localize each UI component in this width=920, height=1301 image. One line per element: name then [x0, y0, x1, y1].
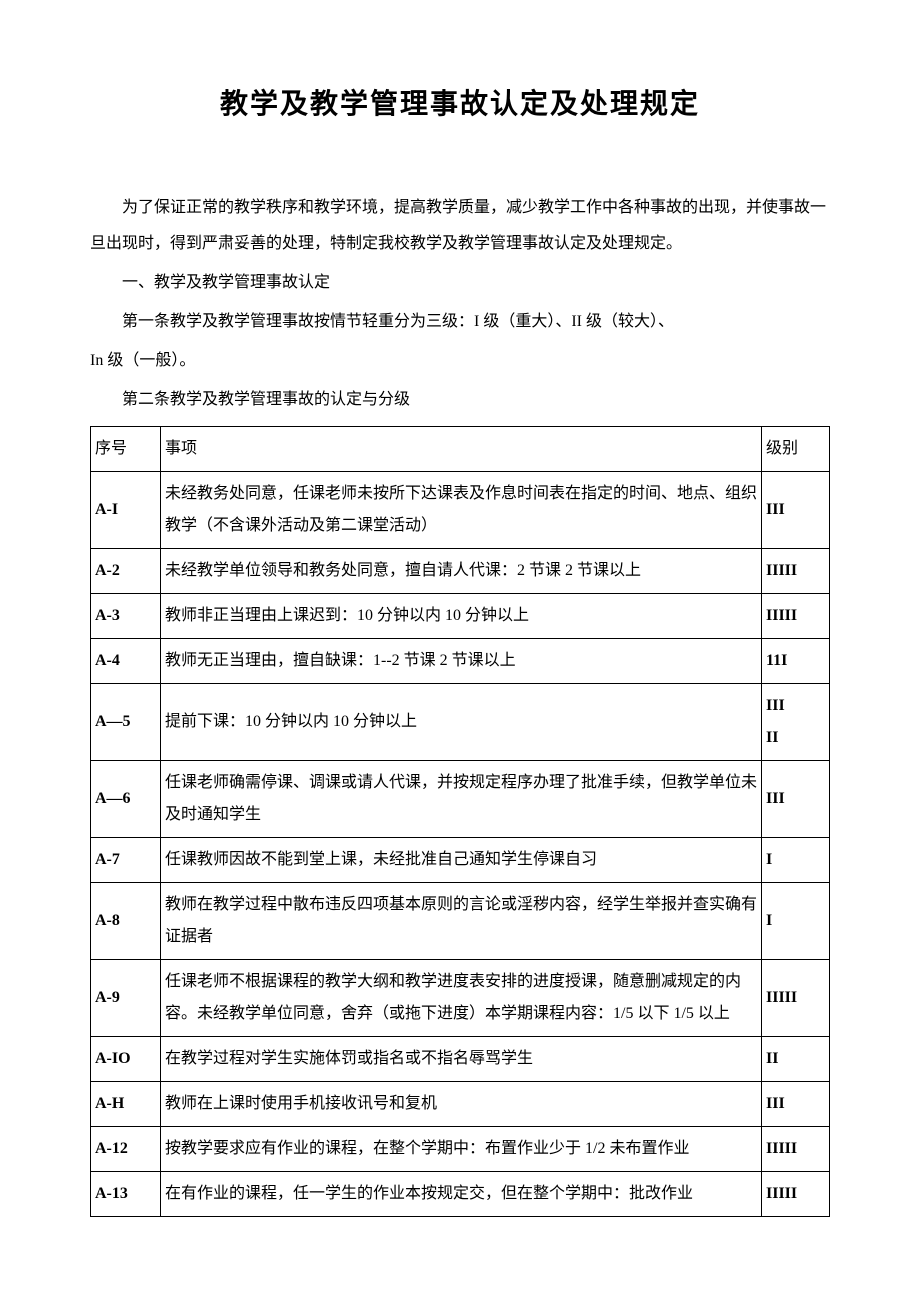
table-row: A-7任课教师因故不能到堂上课，未经批准自己通知学生停课自习I	[91, 837, 830, 882]
cell-item: 教师无正当理由，擅自缺课：1--2 节课 2 节课以上	[161, 638, 762, 683]
table-row: A-4教师无正当理由，擅自缺课：1--2 节课 2 节课以上11I	[91, 638, 830, 683]
cell-seq: A—5	[91, 683, 161, 760]
cell-seq: A-8	[91, 882, 161, 959]
cell-seq: A-7	[91, 837, 161, 882]
table-row: A-9任课老师不根据课程的教学大纲和教学进度表安排的进度授课，随意删减规定的内容…	[91, 959, 830, 1036]
cell-item: 任课老师确需停课、调课或请人代课，并按规定程序办理了批准手续，但教学单位未及时通…	[161, 760, 762, 837]
article-1-line-1: 第一条教学及教学管理事故按情节轻重分为三级：I 级（重大）、II 级（较大）、	[90, 304, 830, 339]
header-seq: 序号	[91, 426, 161, 471]
table-row: A-H教师在上课时使用手机接收讯号和复机III	[91, 1081, 830, 1126]
cell-item: 教师非正当理由上课迟到：10 分钟以内 10 分钟以上	[161, 593, 762, 638]
cell-level: IIIII	[762, 959, 830, 1036]
cell-level: III	[762, 471, 830, 548]
table-row: A-I未经教务处同意，任课老师未按所下达课表及作息时间表在指定的时间、地点、组织…	[91, 471, 830, 548]
cell-level: IIIII	[762, 683, 830, 760]
article-2: 第二条教学及教学管理事故的认定与分级	[90, 382, 830, 417]
section-1-title: 一、教学及教学管理事故认定	[90, 265, 830, 300]
cell-level: IIIII	[762, 1171, 830, 1216]
cell-level: III	[762, 1081, 830, 1126]
cell-item: 未经教学单位领导和教务处同意，擅自请人代课：2 节课 2 节课以上	[161, 548, 762, 593]
cell-seq: A-4	[91, 638, 161, 683]
cell-item: 在有作业的课程，任一学生的作业本按规定交，但在整个学期中：批改作业	[161, 1171, 762, 1216]
cell-item: 任课老师不根据课程的教学大纲和教学进度表安排的进度授课，随意删减规定的内容。未经…	[161, 959, 762, 1036]
cell-level: IIIII	[762, 1126, 830, 1171]
cell-level: I	[762, 882, 830, 959]
cell-item: 教师在教学过程中散布违反四项基本原则的言论或淫秽内容，经学生举报并查实确有证据者	[161, 882, 762, 959]
header-item: 事项	[161, 426, 762, 471]
table-row: A-2未经教学单位领导和教务处同意，擅自请人代课：2 节课 2 节课以上IIII…	[91, 548, 830, 593]
table-header-row: 序号事项级别	[91, 426, 830, 471]
table-row: A-12按教学要求应有作业的课程，在整个学期中：布置作业少于 1/2 未布置作业…	[91, 1126, 830, 1171]
cell-seq: A-13	[91, 1171, 161, 1216]
article-1-line-2: In 级（一般）。	[90, 343, 830, 378]
cell-level: I	[762, 837, 830, 882]
table-row: A-13在有作业的课程，任一学生的作业本按规定交，但在整个学期中：批改作业III…	[91, 1171, 830, 1216]
table-row: A—6任课老师确需停课、调课或请人代课，并按规定程序办理了批准手续，但教学单位未…	[91, 760, 830, 837]
table-row: A-8教师在教学过程中散布违反四项基本原则的言论或淫秽内容，经学生举报并查实确有…	[91, 882, 830, 959]
table-row: A-3教师非正当理由上课迟到：10 分钟以内 10 分钟以上IIIII	[91, 593, 830, 638]
cell-item: 在教学过程对学生实施体罚或指名或不指名辱骂学生	[161, 1036, 762, 1081]
cell-seq: A-12	[91, 1126, 161, 1171]
cell-seq: A-3	[91, 593, 161, 638]
cell-level: IIIII	[762, 548, 830, 593]
cell-item: 提前下课：10 分钟以内 10 分钟以上	[161, 683, 762, 760]
header-level: 级别	[762, 426, 830, 471]
rules-table: 序号事项级别A-I未经教务处同意，任课老师未按所下达课表及作息时间表在指定的时间…	[90, 426, 830, 1217]
cell-level: IIIII	[762, 593, 830, 638]
cell-item: 未经教务处同意，任课老师未按所下达课表及作息时间表在指定的时间、地点、组织教学（…	[161, 471, 762, 548]
document-title: 教学及教学管理事故认定及处理规定	[90, 80, 830, 130]
cell-seq: A-H	[91, 1081, 161, 1126]
intro-paragraph: 为了保证正常的教学秩序和教学环境，提高教学质量，减少教学工作中各种事故的出现，并…	[90, 190, 830, 260]
table-row: A-IO在教学过程对学生实施体罚或指名或不指名辱骂学生II	[91, 1036, 830, 1081]
table-row: A—5提前下课：10 分钟以内 10 分钟以上IIIII	[91, 683, 830, 760]
cell-seq: A-I	[91, 471, 161, 548]
cell-item: 按教学要求应有作业的课程，在整个学期中：布置作业少于 1/2 未布置作业	[161, 1126, 762, 1171]
cell-item: 任课教师因故不能到堂上课，未经批准自己通知学生停课自习	[161, 837, 762, 882]
cell-item: 教师在上课时使用手机接收讯号和复机	[161, 1081, 762, 1126]
cell-level: 11I	[762, 638, 830, 683]
cell-seq: A-2	[91, 548, 161, 593]
cell-seq: A-9	[91, 959, 161, 1036]
cell-seq: A—6	[91, 760, 161, 837]
cell-level: III	[762, 760, 830, 837]
cell-seq: A-IO	[91, 1036, 161, 1081]
cell-level: II	[762, 1036, 830, 1081]
